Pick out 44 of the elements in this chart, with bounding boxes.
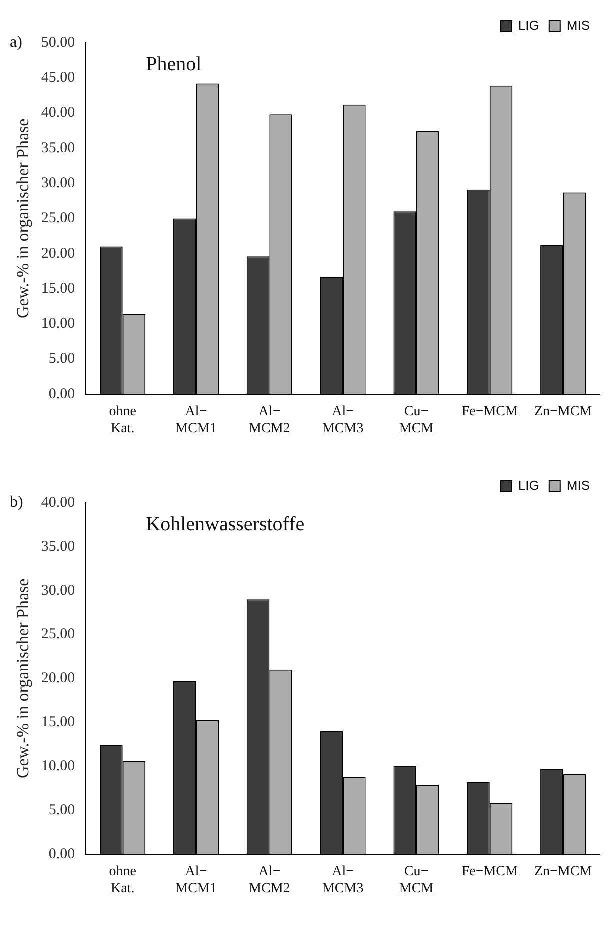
x-tick-label: Al− MCM1 (176, 864, 217, 896)
x-tick-label: Cu− MCM (399, 404, 434, 436)
y-tick-label: 30.00 (41, 175, 76, 192)
x-tick-label: Al− MCM2 (249, 404, 290, 436)
y-tick-label: 0.00 (48, 386, 76, 402)
x-tick-label: Al− MCM3 (322, 864, 364, 896)
y-axis-title: Gew.-% in organischer Phase (14, 578, 33, 779)
y-tick-label: 5.00 (48, 802, 76, 818)
x-tick-label: Zn−MCM (534, 404, 593, 420)
y-tick-label: 45.00 (41, 70, 76, 86)
y-tick-label: 35.00 (41, 538, 76, 555)
y-tick-label: 0.00 (48, 846, 76, 862)
y-tick-label: 10.00 (41, 758, 76, 774)
text: b) (10, 494, 24, 512)
y-axis-title: Gew.-% in organischer Phase (14, 118, 33, 319)
x-tick-label: Fe−MCM (462, 404, 518, 420)
legend-label: MIS (566, 18, 590, 34)
x-tick-label: Fe−MCM (462, 864, 518, 880)
y-tick-label: 25.00 (41, 626, 76, 643)
text: Phenol (146, 53, 202, 76)
y-tick-label: 15.00 (41, 280, 76, 297)
y-tick-label: 35.00 (41, 140, 76, 156)
y-tick-label: 30.00 (41, 582, 76, 599)
x-tick-label: Al− MCM2 (249, 864, 290, 896)
y-tick-label: 20.00 (41, 670, 76, 687)
y-tick-label: 40.00 (41, 494, 76, 511)
y-tick-label: 15.00 (41, 714, 76, 731)
x-tick-label: Al− MCM3 (322, 404, 364, 436)
y-tick-label: 10.00 (41, 316, 76, 332)
text: a) (10, 34, 22, 52)
text: Kohlenwasserstoffe (146, 513, 305, 536)
y-tick-label: 20.00 (41, 246, 76, 262)
legend-label: LIG (518, 478, 540, 494)
x-tick-label: ohne Kat. (109, 404, 136, 436)
legend-label: MIS (566, 478, 590, 494)
x-tick-label: Al− MCM1 (176, 404, 217, 436)
x-tick-label: ohne Kat. (109, 864, 136, 896)
y-tick-label: 40.00 (41, 105, 76, 122)
x-tick-label: Cu− MCM (399, 864, 434, 896)
y-tick-label: 50.00 (41, 34, 76, 51)
x-tick-label: Zn−MCM (534, 864, 593, 880)
y-tick-label: 25.00 (41, 210, 76, 227)
y-tick-label: 5.00 (48, 351, 76, 368)
legend-label: LIG (518, 18, 540, 34)
